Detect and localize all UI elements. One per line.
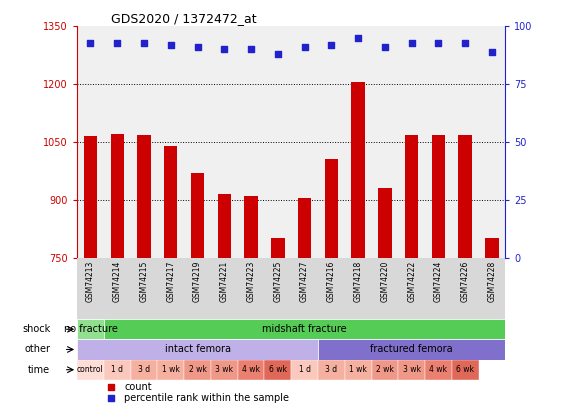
- Text: 3 d: 3 d: [138, 365, 150, 374]
- Text: GSM74223: GSM74223: [247, 261, 256, 302]
- Text: GDS2020 / 1372472_at: GDS2020 / 1372472_at: [111, 12, 257, 25]
- Text: fractured femora: fractured femora: [371, 345, 453, 354]
- Bar: [104, 360, 131, 380]
- Text: GSM74222: GSM74222: [407, 261, 416, 302]
- Bar: [345, 360, 372, 380]
- Bar: [264, 360, 291, 380]
- Bar: [211, 360, 238, 380]
- Bar: [111, 134, 124, 258]
- Bar: [158, 360, 184, 380]
- Text: 3 wk: 3 wk: [403, 365, 421, 374]
- Bar: [131, 360, 158, 380]
- Bar: [244, 196, 258, 258]
- Text: GSM74228: GSM74228: [488, 261, 496, 302]
- Text: time: time: [28, 365, 50, 375]
- Point: [327, 42, 336, 48]
- Text: 1 wk: 1 wk: [162, 365, 180, 374]
- Bar: [77, 319, 104, 339]
- Point: [461, 39, 470, 46]
- Bar: [405, 135, 419, 258]
- Point: [193, 44, 202, 50]
- Bar: [325, 159, 338, 258]
- Text: 1 d: 1 d: [111, 365, 123, 374]
- Point: [274, 51, 283, 58]
- Text: GSM74219: GSM74219: [193, 261, 202, 302]
- Point: [300, 44, 309, 50]
- Point: [380, 44, 389, 50]
- Bar: [164, 146, 178, 258]
- Text: 4 wk: 4 wk: [242, 365, 260, 374]
- Point: [488, 49, 497, 55]
- Bar: [238, 360, 264, 380]
- Point: [139, 39, 148, 46]
- Point: [407, 39, 416, 46]
- Bar: [184, 360, 211, 380]
- Bar: [77, 339, 318, 360]
- Text: GSM74227: GSM74227: [300, 261, 309, 302]
- Text: GSM74217: GSM74217: [166, 261, 175, 302]
- Bar: [378, 188, 392, 258]
- Text: GSM74218: GSM74218: [353, 261, 363, 302]
- Text: count: count: [124, 382, 152, 392]
- Text: 1 d: 1 d: [299, 365, 311, 374]
- Text: 2 wk: 2 wk: [376, 365, 394, 374]
- Point: [112, 39, 122, 46]
- Text: percentile rank within the sample: percentile rank within the sample: [124, 393, 289, 403]
- Bar: [77, 360, 104, 380]
- Point: [434, 39, 443, 46]
- Bar: [432, 135, 445, 258]
- Point: [247, 46, 256, 53]
- Text: GSM74225: GSM74225: [274, 261, 282, 302]
- Bar: [84, 136, 97, 258]
- Bar: [459, 135, 472, 258]
- Bar: [137, 135, 151, 258]
- Text: intact femora: intact femora: [164, 345, 231, 354]
- Text: GSM74226: GSM74226: [461, 261, 470, 302]
- Text: 4 wk: 4 wk: [429, 365, 448, 374]
- Text: GSM74220: GSM74220: [380, 261, 389, 302]
- Text: 6 wk: 6 wk: [456, 365, 474, 374]
- Text: 2 wk: 2 wk: [188, 365, 207, 374]
- Point: [88, 384, 97, 390]
- Text: 3 d: 3 d: [325, 365, 337, 374]
- Text: 1 wk: 1 wk: [349, 365, 367, 374]
- Bar: [218, 194, 231, 258]
- Point: [220, 46, 229, 53]
- Point: [353, 35, 363, 41]
- Bar: [485, 239, 498, 258]
- Point: [88, 395, 97, 402]
- Text: no fracture: no fracture: [63, 324, 118, 334]
- Text: control: control: [77, 365, 104, 374]
- Bar: [298, 198, 311, 258]
- Text: GSM74221: GSM74221: [220, 261, 229, 302]
- Bar: [291, 360, 318, 380]
- Bar: [271, 239, 284, 258]
- Text: 6 wk: 6 wk: [269, 365, 287, 374]
- Text: shock: shock: [22, 324, 50, 334]
- Text: GSM74224: GSM74224: [434, 261, 443, 302]
- Text: GSM74213: GSM74213: [86, 261, 95, 302]
- Text: 3 wk: 3 wk: [215, 365, 234, 374]
- Bar: [399, 360, 425, 380]
- Point: [166, 42, 175, 48]
- Bar: [452, 360, 478, 380]
- Bar: [351, 82, 365, 258]
- Text: GSM74215: GSM74215: [139, 261, 148, 302]
- Bar: [318, 360, 345, 380]
- Bar: [191, 173, 204, 258]
- Bar: [318, 339, 505, 360]
- Text: midshaft fracture: midshaft fracture: [262, 324, 347, 334]
- Text: GSM74214: GSM74214: [112, 261, 122, 302]
- Text: other: other: [25, 345, 50, 354]
- Bar: [372, 360, 399, 380]
- Text: GSM74216: GSM74216: [327, 261, 336, 302]
- Point: [86, 39, 95, 46]
- Bar: [425, 360, 452, 380]
